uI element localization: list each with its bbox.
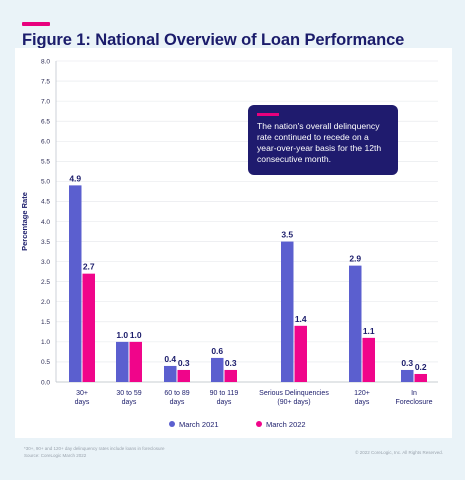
x-tick-label: Foreclosure: [396, 399, 433, 406]
source-line: Source: CoreLogic March 2022: [24, 453, 87, 458]
x-tick-label: (90+ days): [277, 399, 310, 406]
legend-label: March 2021: [179, 420, 219, 429]
x-tick-label: days: [355, 399, 370, 406]
data-label: 0.3: [225, 358, 237, 368]
y-tick-label: 3.5: [41, 239, 50, 246]
x-tick-label: 30+: [76, 390, 88, 397]
x-tick-label: days: [122, 399, 137, 406]
data-label: 1.4: [295, 314, 307, 324]
title-accent-bar: [22, 22, 50, 26]
bar: [164, 365, 177, 382]
y-tick-label: 4.0: [41, 219, 50, 226]
bar: [82, 273, 95, 382]
y-axis-label: Percentage Rate: [20, 192, 29, 251]
y-tick-label: 5.0: [41, 179, 50, 186]
y-tick-label: 5.5: [41, 159, 50, 166]
data-label: 1.0: [130, 330, 142, 340]
bar: [281, 241, 294, 382]
y-tick-label: 1.0: [41, 339, 50, 346]
data-label: 0.2: [415, 362, 427, 372]
y-tick-label: 2.0: [41, 299, 50, 306]
x-tick-label: 90 to 119: [210, 390, 239, 397]
legend-label: March 2022: [266, 420, 306, 429]
footnote-line: *30+, 90+ and 120+ day delinquency rates…: [24, 446, 165, 451]
callout-accent-bar: [257, 113, 279, 116]
x-tick-label: days: [170, 399, 185, 406]
bar: [401, 369, 414, 382]
page-title: Figure 1: National Overview of Loan Perf…: [22, 31, 405, 49]
x-tick-label: 60 to 89: [164, 390, 189, 397]
bar: [69, 185, 82, 382]
bar: [294, 325, 307, 382]
y-tick-label: 0.5: [41, 359, 50, 366]
bar: [362, 337, 375, 382]
x-tick-label: days: [75, 399, 90, 406]
y-tick-label: 7.0: [41, 98, 50, 105]
data-label: 2.9: [349, 254, 361, 264]
data-label: 0.4: [164, 354, 176, 364]
footnote: *30+, 90+ and 120+ day delinquency rates…: [24, 445, 164, 459]
legend-marker: [256, 421, 262, 427]
legend-marker: [169, 421, 175, 427]
y-tick-label: 7.5: [41, 78, 50, 85]
x-tick-label: In: [411, 390, 417, 397]
y-tick-label: 4.5: [41, 199, 50, 206]
data-label: 2.7: [83, 262, 95, 272]
data-label: 1.0: [116, 330, 128, 340]
data-label: 0.6: [211, 346, 223, 356]
y-tick-label: 1.5: [41, 319, 50, 326]
x-tick-label: Serious Delinquencies: [259, 390, 329, 397]
bar: [116, 341, 129, 382]
y-tick-label: 3.0: [41, 259, 50, 266]
bar: [224, 369, 237, 382]
callout-box: The nation's overall delinquency rate co…: [248, 105, 398, 175]
x-tick-label: days: [217, 399, 232, 406]
data-label: 1.1: [363, 326, 375, 336]
x-tick-label: 30 to 59: [116, 390, 141, 397]
y-tick-label: 6.5: [41, 118, 50, 125]
bar: [211, 357, 224, 382]
copyright: © 2022 CoreLogic, Inc. All Rights Reserv…: [355, 450, 443, 455]
data-label: 4.9: [69, 173, 81, 183]
y-tick-label: 0.0: [41, 379, 50, 386]
bar: [129, 341, 142, 382]
bar: [349, 265, 362, 382]
bar: [414, 373, 427, 382]
y-tick-label: 2.5: [41, 279, 50, 286]
y-tick-label: 8.0: [41, 58, 50, 65]
data-label: 0.3: [178, 358, 190, 368]
data-label: 3.5: [281, 230, 293, 240]
y-tick-label: 6.0: [41, 139, 50, 146]
callout-text: The nation's overall delinquency rate co…: [257, 121, 382, 164]
data-label: 0.3: [401, 358, 413, 368]
x-tick-label: 120+: [354, 390, 370, 397]
bar: [177, 369, 190, 382]
